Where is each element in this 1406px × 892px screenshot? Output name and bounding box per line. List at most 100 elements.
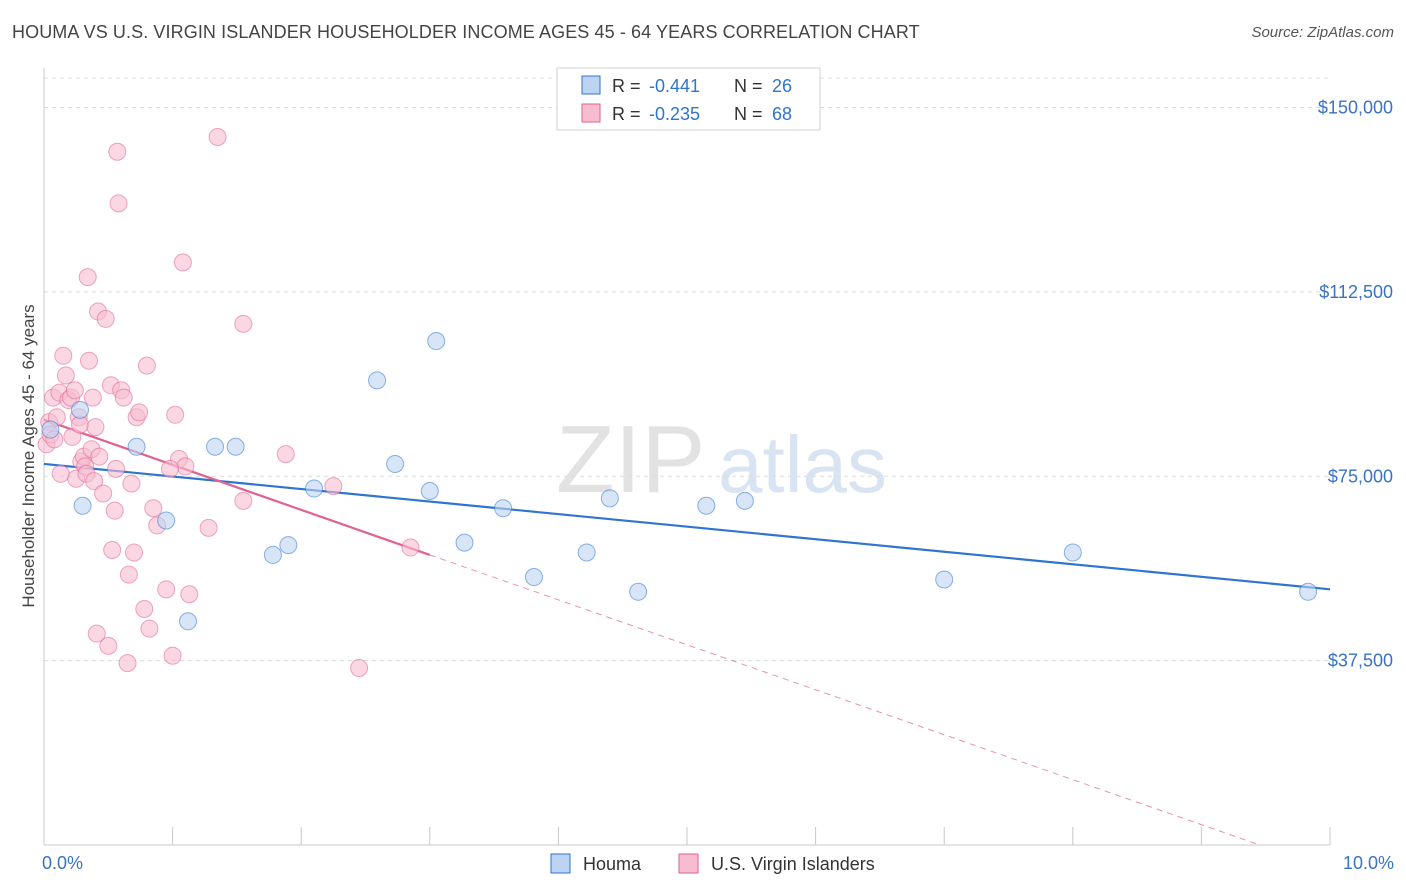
series-legend: Houma U.S. Virgin Islanders <box>550 853 875 874</box>
vi-point <box>157 580 176 599</box>
vi-point <box>107 459 126 478</box>
stats-r-vi: -0.235 <box>649 104 700 124</box>
stats-n-houma: 26 <box>772 76 792 96</box>
vi-point <box>180 585 199 604</box>
vi-point <box>80 351 99 370</box>
houma-point <box>600 489 619 508</box>
vi-point <box>122 474 141 493</box>
y-tick-label: $37,500 <box>1328 651 1393 671</box>
houma-point <box>1063 543 1082 562</box>
vi-point <box>234 314 253 333</box>
houma-point <box>629 582 648 601</box>
vi-point <box>350 659 369 677</box>
stats-swatch-houma <box>581 75 601 95</box>
vi-point <box>199 518 218 537</box>
houma-point <box>524 568 543 587</box>
houma-point <box>279 536 298 555</box>
vi-point <box>103 541 122 559</box>
vi-point <box>114 388 133 407</box>
houma-point <box>735 491 754 510</box>
vi-point <box>90 447 109 466</box>
vi-point <box>118 654 137 673</box>
legend-label-vi: U.S. Virgin Islanders <box>711 854 875 874</box>
vi-point <box>173 253 192 272</box>
vi-point <box>125 543 144 562</box>
y-tick-label: $150,000 <box>1318 98 1393 118</box>
legend-swatch-vi <box>678 853 699 874</box>
watermark-zip: ZIP <box>556 406 705 513</box>
stats-n-vi: 68 <box>772 104 792 124</box>
vi-point <box>99 636 118 655</box>
vi-point <box>119 565 138 584</box>
vi-point <box>130 403 149 422</box>
source-credit: Source: ZipAtlas.com <box>1251 24 1394 41</box>
stats-r-label-houma: R = <box>612 76 641 96</box>
houma-point <box>577 543 596 562</box>
vi-point <box>86 418 105 437</box>
vi-point <box>56 366 75 385</box>
houma-points <box>41 332 1318 631</box>
vi-point <box>78 268 97 287</box>
vi-point <box>85 472 104 491</box>
virgin-islanders-points <box>37 128 420 677</box>
stats-swatch-vi <box>581 103 601 123</box>
gridlines <box>44 77 1330 662</box>
vi-point <box>109 194 128 213</box>
vi-point <box>96 309 115 328</box>
y-tick-label: $112,500 <box>1319 282 1393 302</box>
houma-point <box>386 454 405 473</box>
vi-point <box>161 459 180 478</box>
vi-point <box>51 464 70 483</box>
vi-point <box>144 499 163 518</box>
houma-point <box>73 496 92 515</box>
stats-legend: R = -0.441 N = 26 R = -0.235 N = 68 <box>556 67 821 131</box>
x-tick-label-right: 10.0% <box>1343 853 1394 873</box>
vi-point <box>234 491 253 510</box>
vi-point <box>108 142 127 161</box>
houma-point <box>1299 582 1318 601</box>
houma-point <box>179 612 198 631</box>
houma-point <box>935 570 954 589</box>
vi-point <box>276 445 295 464</box>
vi-point <box>324 477 343 496</box>
houma-point <box>71 400 90 419</box>
vi-trend-line <box>43 418 431 556</box>
houma-point <box>127 437 146 456</box>
houma-point <box>263 545 282 564</box>
legend-swatch-houma <box>550 853 571 874</box>
x-tick-label-left: 0.0% <box>42 853 83 873</box>
vi-point <box>140 619 159 638</box>
houma-point <box>41 420 60 439</box>
vi-trend-extension <box>429 554 1260 846</box>
stats-n-label-houma: N = <box>734 76 763 96</box>
vi-point <box>87 624 106 643</box>
houma-point <box>697 496 716 515</box>
vi-point <box>135 600 154 618</box>
stats-n-label-vi: N = <box>734 104 763 124</box>
chart-title: HOUMA VS U.S. VIRGIN ISLANDER HOUSEHOLDE… <box>12 22 920 42</box>
houma-point <box>226 437 245 456</box>
houma-trend-line <box>43 462 1331 591</box>
trend-lines <box>43 418 1331 846</box>
axes <box>43 68 1331 846</box>
vi-point <box>176 457 195 476</box>
y-axis-label: Householder Income Ages 45 - 64 years <box>19 304 38 607</box>
vi-point <box>166 405 185 424</box>
vi-point <box>83 388 102 407</box>
houma-point <box>494 499 513 518</box>
vi-point <box>65 381 84 400</box>
houma-point <box>455 533 474 552</box>
vi-point <box>54 346 73 365</box>
stats-r-houma: -0.441 <box>649 76 700 96</box>
houma-point <box>427 332 446 351</box>
houma-point <box>420 482 439 500</box>
vi-point <box>208 128 227 146</box>
stats-r-label-vi: R = <box>612 104 641 124</box>
vi-point <box>163 646 182 665</box>
y-tick-label: $75,000 <box>1328 466 1393 486</box>
houma-point <box>206 437 225 456</box>
vi-point <box>94 484 113 503</box>
vi-point <box>401 538 420 557</box>
vi-point <box>137 356 156 375</box>
